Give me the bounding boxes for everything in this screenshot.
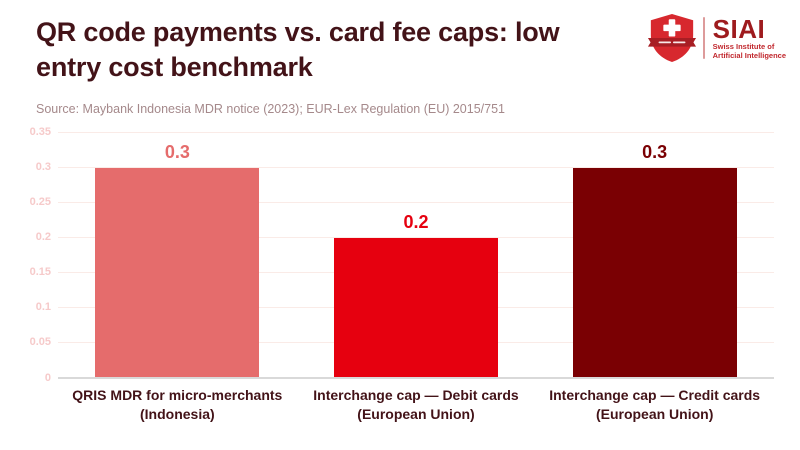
x-axis-category-label: QRIS MDR for micro-merchants (Indonesia)	[57, 386, 297, 424]
y-axis-tick-label: 0.3	[35, 161, 51, 174]
gridline-0.3	[58, 167, 774, 169]
x-axis-line	[58, 377, 774, 379]
y-axis-tick-label: 0.35	[29, 126, 51, 138]
logo-wordmark: SIAI	[712, 13, 766, 44]
category-label-line: Interchange cap — Debit cards	[313, 387, 519, 403]
category-label-line: (European Union)	[357, 406, 475, 422]
gridline-0.35	[58, 132, 774, 133]
siai-shield-icon	[647, 13, 696, 63]
gridline-0.25	[58, 202, 774, 204]
bar-value-label: 0.3	[164, 141, 190, 162]
logo-divider	[702, 17, 705, 59]
y-axis-tick-label: 0.25	[29, 196, 51, 209]
chart-title-line-1: QR code payments vs. card fee caps: low	[36, 17, 560, 47]
logo-text-block: SIAI Swiss Institute of Artificial Intel…	[712, 13, 786, 60]
y-axis-tick-label: 0.2	[35, 231, 51, 244]
y-axis-tick-label: 0.05	[29, 336, 51, 349]
y-axis-tick-label: 0	[44, 371, 51, 384]
x-axis-category-label: Interchange cap — Debit cards (European U…	[296, 386, 536, 424]
category-label-line: QRIS MDR for micro-merchants	[72, 387, 283, 403]
logo-subtitle-line-1: Swiss Institute of	[712, 41, 775, 51]
logo-subtitle-line-2: Artificial Intelligence	[712, 50, 786, 60]
bar-value-label: 0.2	[403, 211, 429, 232]
source-note: Source: Maybank Indonesia MDR notice (20…	[36, 102, 505, 116]
siai-logo: SIAI Swiss Institute of Artificial Intel…	[647, 12, 786, 64]
bar-value-label: 0.3	[642, 141, 668, 162]
category-label-line: (Indonesia)	[139, 406, 215, 422]
chart-title-line-2: entry cost benchmark	[36, 52, 313, 82]
y-axis-tick-label: 0.15	[29, 266, 51, 279]
bar-3[interactable]	[572, 167, 737, 378]
category-label-line: Interchange cap — Credit cards	[549, 387, 761, 403]
bar-2[interactable]	[334, 237, 498, 378]
category-label-line: (European Union)	[595, 406, 714, 422]
y-axis-tick-label: 0.1	[35, 301, 51, 314]
x-axis-category-label: Interchange cap — Credit cards (European …	[535, 386, 775, 424]
chart-title: QR code payments vs. card fee caps: low …	[36, 15, 560, 85]
bar-1[interactable]	[95, 167, 260, 378]
